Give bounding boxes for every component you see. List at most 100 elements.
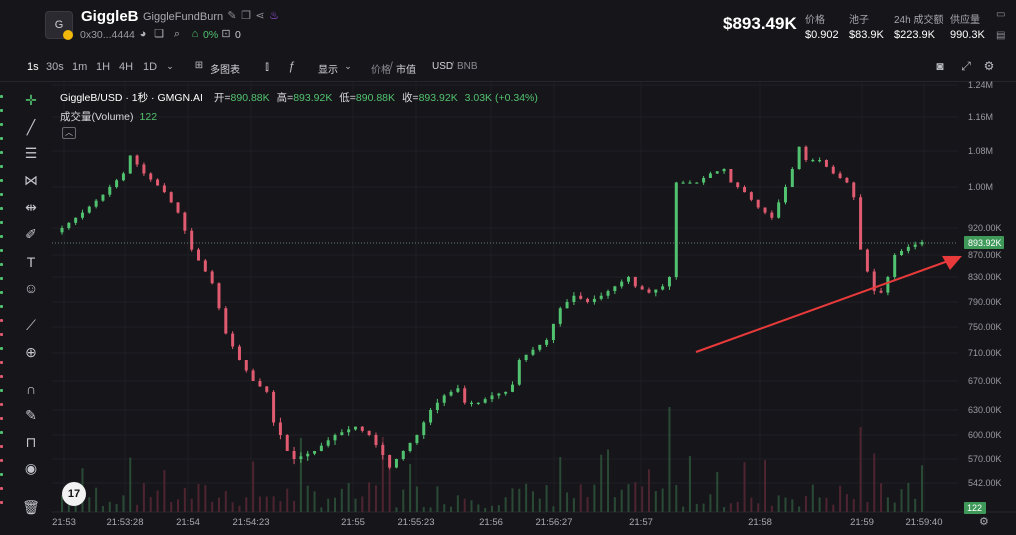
tradingview-logo[interactable]: 17 [62,482,86,506]
volume-bar [456,495,459,512]
volume-bar [716,472,719,512]
timeframe-4h[interactable]: 4H [119,61,134,73]
volume-bar [368,482,371,512]
add-chart-icon[interactable]: ⊞ [194,60,204,71]
candle-body [149,173,153,180]
bnb-toggle[interactable]: BNB [457,61,478,72]
trash-icon[interactable]: 🗑︎ [22,499,40,515]
stat-value: $83.9K [849,29,884,41]
edge-marker [0,95,3,98]
price-toggle[interactable]: 价格 [371,65,391,76]
copy-contract-icon[interactable]: ❏ [154,28,164,40]
minimize-icon[interactable]: ▭ [996,9,1006,20]
edit-icon[interactable]: ✎ [227,10,237,22]
search-icon[interactable]: ⌕ [173,28,181,40]
candle-body [176,202,180,213]
axis-settings-icon[interactable]: ⚙ [979,516,989,528]
contract-address[interactable]: 0x30...4444 [80,29,135,41]
volume-bar [531,491,534,512]
chevron-down-icon[interactable]: ⌄ [166,61,174,71]
magnet-icon[interactable]: ∩ [25,381,37,397]
emoji-icon[interactable]: ☺ [23,280,39,296]
unlock-icon[interactable]: ⊓ [25,434,37,450]
brush-icon[interactable]: ✐ [25,226,37,242]
timeframe-1s[interactable]: 1s [27,61,39,73]
volume-bar [866,502,869,512]
candle-body [838,173,842,178]
volume-bar [129,457,132,512]
timeframe-1d[interactable]: 1D [143,61,158,73]
candle-type-icon[interactable]: ⫾ [265,59,269,73]
volume-bar [770,505,773,512]
candle-body [67,222,71,228]
camera-icon[interactable]: ◙ [936,59,944,73]
text-icon[interactable]: T [26,254,36,270]
candle-body [360,426,364,431]
chevron-down-icon[interactable]: ⌄ [344,61,352,71]
y-axis-tick-label: 670.00K [968,376,1002,386]
volume-bar [682,506,685,512]
edge-marker [0,277,3,280]
open-value: 890.88K [230,92,270,104]
stat-price: 价格 $0.902 [805,11,839,41]
indicator-icon[interactable]: ƒ [288,59,296,73]
volume-bar [429,507,432,512]
lock-draw-icon[interactable]: ✎ [25,407,37,423]
stat-supply: 供应量 990.3K [950,11,985,41]
x-axis-tick-label: 21:59 [850,517,874,528]
multi-chart-button[interactable]: 多图表 [210,65,240,76]
candle-body [674,182,678,277]
mcap-toggle[interactable]: 市值 [396,65,416,76]
gear-icon[interactable]: ⚙ [983,59,995,73]
share-icon[interactable]: ⋖ [255,10,265,22]
candle-body [101,194,105,201]
candle-body [763,207,767,213]
timeframe-30s[interactable]: 30s [46,61,64,73]
volume-bar [729,503,732,512]
drawing-toolbar: ✛ ╱ ☰ ⋈ ⇹ ✐ T ☺ ⟋ ⊕ ∩ ✎ ⊓ ◉ 🗑︎ [14,88,48,528]
candle-body [470,402,474,404]
zoom-icon[interactable]: ⊕ [25,344,37,360]
trendline-icon[interactable]: ╱ [26,119,36,135]
candle-body [408,443,412,451]
ohlc-legend: GiggleB/USD · 1秒 · GMGN.AI 开=890.88K 高=8… [60,90,538,105]
candle-body [203,260,207,272]
eye-icon[interactable]: ◉ [24,460,38,476]
pattern-icon[interactable]: ⋈ [24,172,38,188]
y-axis-tick-label: 710.00K [968,348,1002,358]
timeframe-1m[interactable]: 1m [72,61,88,73]
fib-icon[interactable]: ☰ [24,145,38,161]
timeframe-1h[interactable]: 1H [96,61,111,73]
collapse-legend-icon[interactable]: ︿ [62,127,76,139]
token-avatar[interactable]: G [45,11,73,39]
symbol-label[interactable]: GiggleB/USD · 1秒 · GMGN.AI [60,92,203,104]
volume-bar [340,488,343,512]
collapse-icon[interactable]: ▤ [996,30,1006,41]
volume-bar [402,489,405,512]
candle-body [640,286,644,290]
candle-body [367,430,371,435]
measure-icon[interactable]: ⇹ [25,199,37,215]
volume-bar [190,498,193,512]
copy-icon[interactable]: ❐ [241,10,251,22]
usd-toggle[interactable]: USD [432,61,454,72]
volume-bar [798,506,801,512]
volume-bar [607,449,610,512]
candle-body [790,169,794,187]
volume-bar [668,407,671,512]
fullscreen-icon[interactable]: ⤢ [961,59,971,73]
volume-bar [784,497,787,512]
social-icon[interactable]: ◕ [139,28,147,40]
candle-body [347,429,351,433]
crosshair-icon[interactable]: ✛ [25,92,37,108]
toolbar-divider [0,81,1016,82]
candle-body [797,146,801,169]
display-button[interactable]: 显示 [318,65,338,76]
candle-body [620,281,624,287]
ruler-icon[interactable]: ⟋ [26,317,36,333]
edge-marker [0,165,3,168]
candle-body [524,354,528,360]
volume-bar [279,501,282,512]
candle-body [135,155,139,165]
